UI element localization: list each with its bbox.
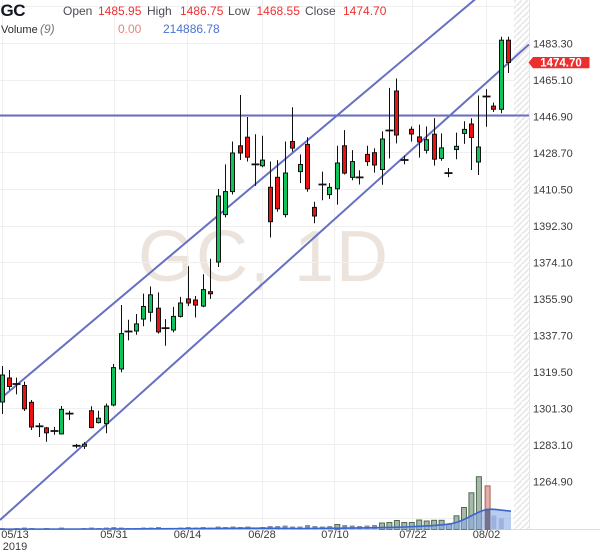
svg-text:1337.70: 1337.70 bbox=[533, 331, 573, 343]
svg-text:1485.95: 1485.95 bbox=[98, 4, 142, 18]
svg-text:GC, 1D: GC, 1D bbox=[138, 217, 390, 297]
svg-text:1474.70: 1474.70 bbox=[343, 4, 387, 18]
svg-text:06/14: 06/14 bbox=[174, 529, 202, 541]
svg-text:1392.30: 1392.30 bbox=[533, 221, 573, 233]
svg-text:1355.90: 1355.90 bbox=[533, 294, 573, 306]
svg-text:1283.10: 1283.10 bbox=[533, 440, 573, 452]
svg-text:GC: GC bbox=[1, 1, 26, 20]
svg-text:Close: Close bbox=[305, 4, 336, 18]
svg-text:07/10: 07/10 bbox=[321, 529, 349, 541]
svg-text:Volume: Volume bbox=[1, 24, 38, 36]
svg-text:05/13: 05/13 bbox=[1, 529, 29, 541]
svg-text:1428.70: 1428.70 bbox=[533, 148, 573, 160]
svg-text:08/02: 08/02 bbox=[473, 529, 501, 541]
svg-text:Open: Open bbox=[63, 4, 92, 18]
svg-text:06/28: 06/28 bbox=[248, 529, 276, 541]
svg-text:1474.70: 1474.70 bbox=[540, 58, 582, 70]
svg-text:1301.30: 1301.30 bbox=[533, 404, 573, 416]
svg-text:05/31: 05/31 bbox=[100, 529, 128, 541]
svg-text:1468.55: 1468.55 bbox=[257, 4, 301, 18]
svg-text:1374.10: 1374.10 bbox=[533, 258, 573, 270]
svg-text:1446.90: 1446.90 bbox=[533, 112, 573, 124]
svg-text:1465.10: 1465.10 bbox=[533, 75, 573, 87]
svg-text:(9): (9) bbox=[40, 22, 55, 36]
svg-text:0.00: 0.00 bbox=[118, 22, 142, 36]
svg-text:1486.75: 1486.75 bbox=[180, 4, 224, 18]
svg-text:1264.90: 1264.90 bbox=[533, 477, 573, 489]
svg-text:214886.78: 214886.78 bbox=[163, 22, 220, 36]
svg-text:1483.30: 1483.30 bbox=[533, 39, 573, 51]
svg-text:1319.50: 1319.50 bbox=[533, 367, 573, 379]
svg-text:2019: 2019 bbox=[3, 541, 27, 553]
svg-text:1410.50: 1410.50 bbox=[533, 185, 573, 197]
svg-text:Low: Low bbox=[228, 4, 250, 18]
svg-text:High: High bbox=[147, 4, 172, 18]
svg-text:07/22: 07/22 bbox=[399, 529, 427, 541]
